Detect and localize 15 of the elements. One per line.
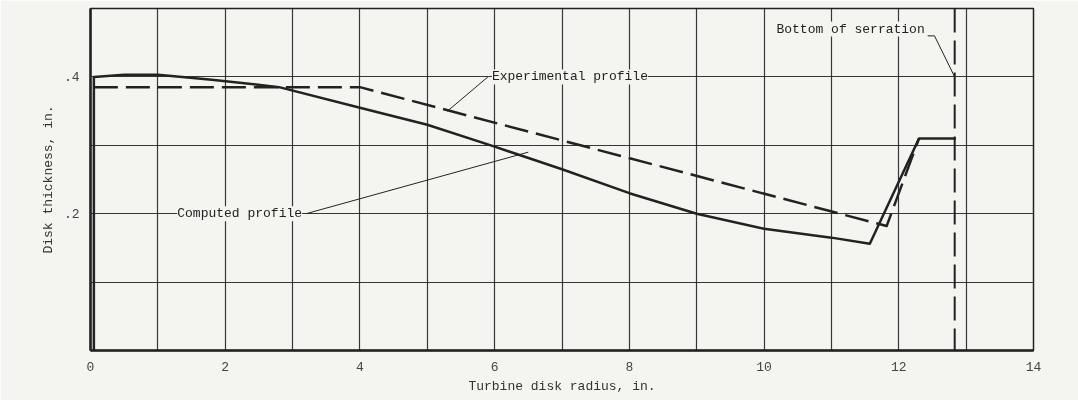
x-tick-label: 10 bbox=[756, 359, 772, 375]
y-tick-label: .4 bbox=[63, 70, 80, 86]
y-tick-label: .2 bbox=[63, 207, 80, 223]
x-tick-label: 14 bbox=[1025, 359, 1042, 375]
ref-line-label: Bottom of serration bbox=[776, 21, 925, 37]
annotation: Computed profile bbox=[177, 206, 303, 222]
x-tick-label: 6 bbox=[490, 359, 499, 375]
x-tick-label: 8 bbox=[625, 359, 634, 375]
y-axis-title: Disk thickness, in. bbox=[40, 105, 56, 254]
annotation: Experimental profile bbox=[491, 69, 648, 85]
x-axis-title: Turbine disk radius, in. bbox=[468, 378, 656, 394]
x-tick-label: 4 bbox=[356, 359, 365, 375]
x-tick-label: 12 bbox=[890, 359, 907, 375]
x-tick-label: 2 bbox=[221, 359, 230, 375]
x-tick-label: 0 bbox=[86, 359, 95, 375]
